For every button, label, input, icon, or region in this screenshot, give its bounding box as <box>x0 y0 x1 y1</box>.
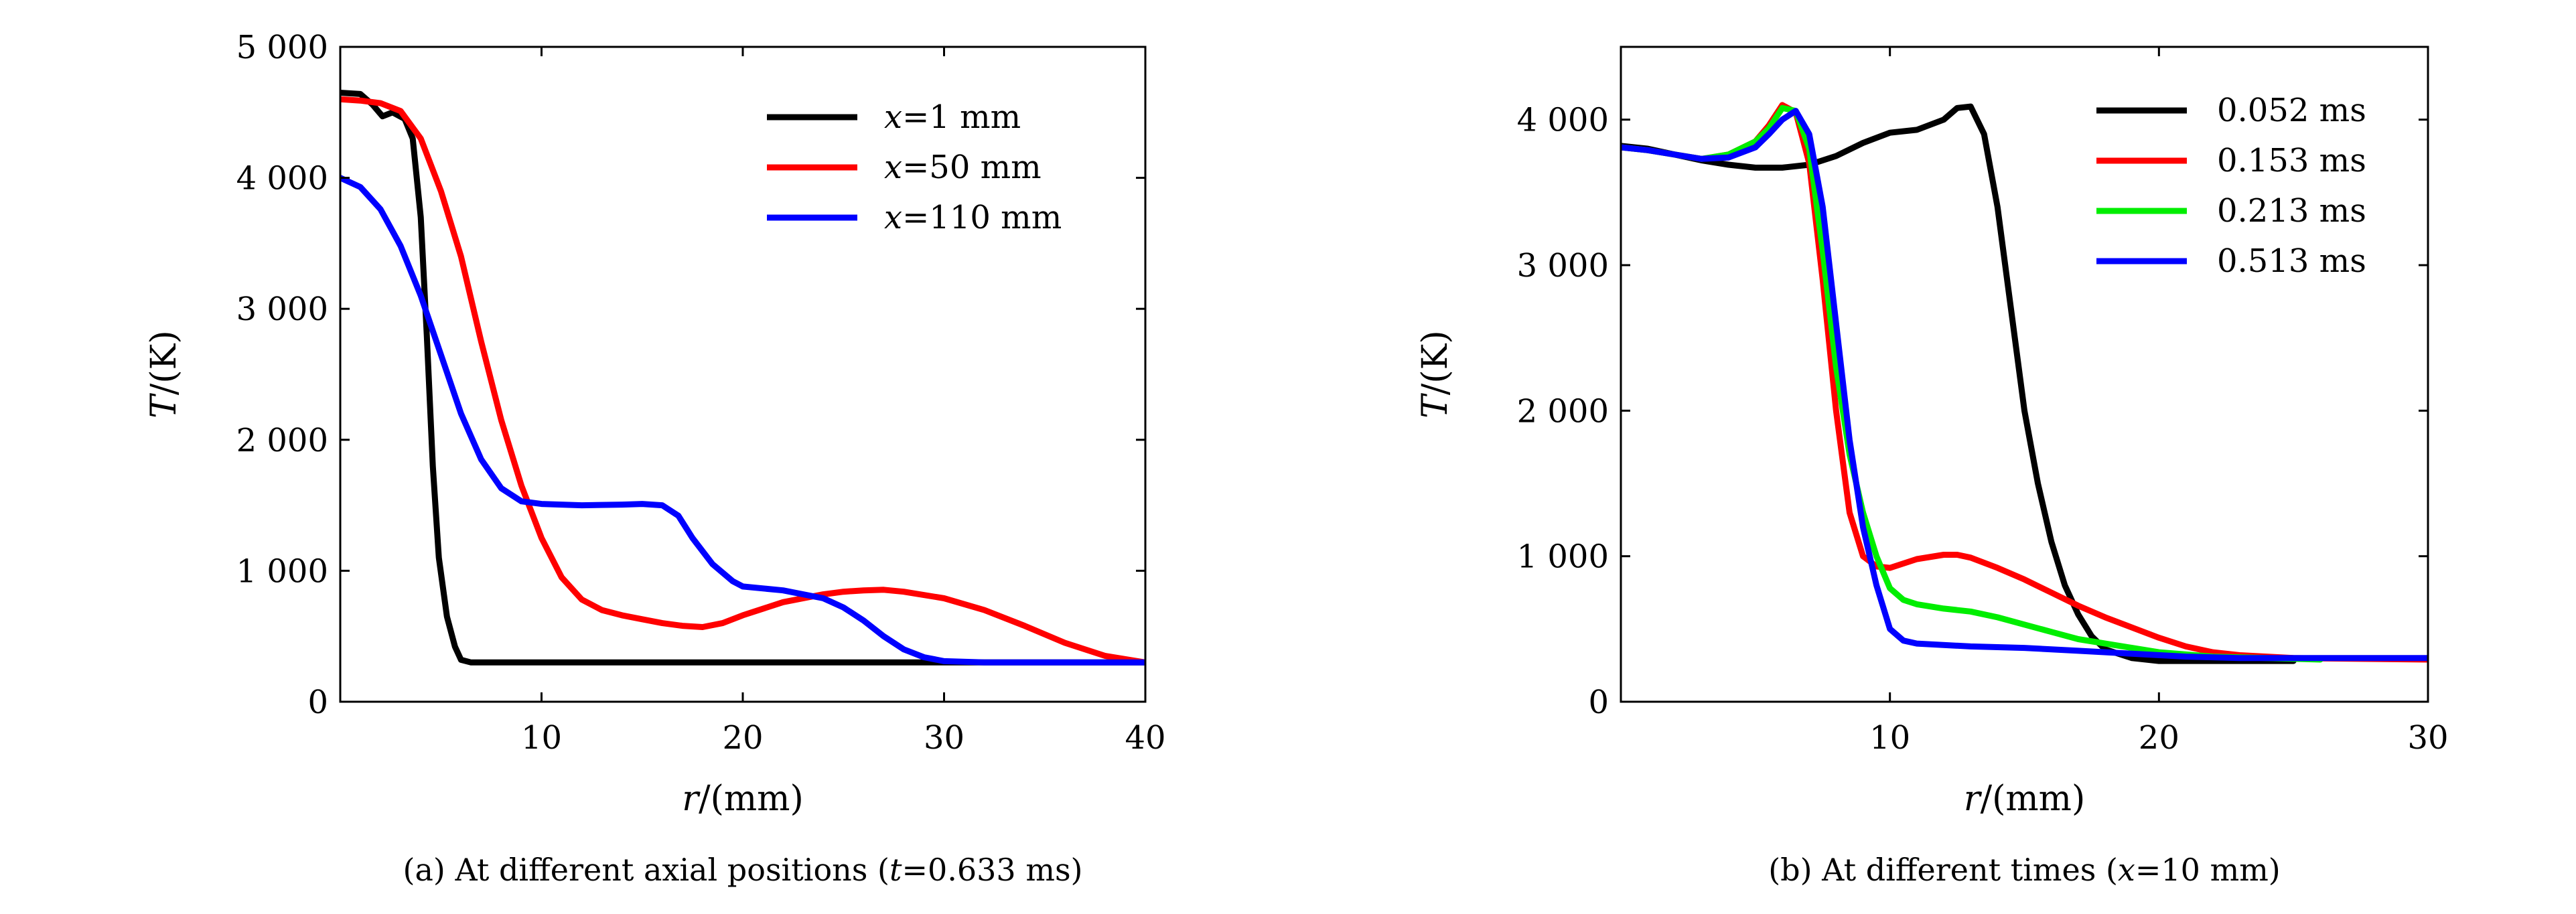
y-axis-label: T/(K) <box>1415 330 1455 418</box>
legend-label-var: x <box>884 98 902 136</box>
series-line-b-3 <box>1621 108 2428 662</box>
chart-b: 0 1 000 2 000 3 000 4 000 10 20 30 r/(mm) T/(K) 0.… <box>1415 46 2449 888</box>
x-tick-label: 30 <box>924 719 964 757</box>
x-tick-label: 10 <box>521 719 562 757</box>
plot-frame-a <box>339 46 1147 703</box>
y-axis-label: T/(K) <box>144 330 184 418</box>
legend-label: 0.213 ms <box>2217 192 2366 230</box>
x-tick-label: 30 <box>2407 719 2448 757</box>
caption-pre: (b) At different times ( <box>1768 852 2118 888</box>
legend-label: 0.153 ms <box>2217 142 2366 179</box>
y-tick-label: 2 000 <box>1517 392 1609 430</box>
y-axis-label-var: T <box>144 393 184 418</box>
x-axis-label: r/(mm) <box>1964 779 2086 819</box>
x-axis-label: r/(mm) <box>682 779 804 819</box>
plot-frame-b <box>1620 46 2429 703</box>
caption-post: =0.633 ms) <box>902 852 1082 888</box>
y-tick-label: 0 <box>1588 684 1609 721</box>
series-line-a-1 <box>340 96 1145 666</box>
chart-caption: (b) At different times (x=10 mm) <box>1768 852 2281 888</box>
x-axis-label-unit: /(mm) <box>1981 779 2086 819</box>
series-line-a-0 <box>340 90 1145 666</box>
chart-caption: (a) At different axial positions (t=0.63… <box>403 852 1083 888</box>
caption-pre: (a) At different axial positions ( <box>403 852 889 888</box>
x-tick-label: 20 <box>722 719 763 757</box>
chart-a: 0 1 000 2 000 3 000 4 000 5 000 10 20 30 40 r/(mm)… <box>144 29 1166 888</box>
y-tick-label: 1 000 <box>1517 538 1609 576</box>
legend-label-rest: =50 mm <box>902 149 1042 186</box>
y-tick-label: 3 000 <box>1517 247 1609 285</box>
legend-label-rest: =1 mm <box>902 98 1021 136</box>
caption-post: =10 mm) <box>2135 852 2281 888</box>
legend-label: 0.052 ms <box>2217 92 2366 129</box>
caption-var: x <box>2118 852 2135 888</box>
caption-var: t <box>889 852 902 888</box>
x-axis-label-var: r <box>682 779 701 819</box>
y-axis-label-unit: /(K) <box>1415 330 1455 395</box>
y-tick-label: 4 000 <box>1517 102 1609 139</box>
series-line-a-2 <box>340 175 1145 666</box>
x-tick-label: 20 <box>2139 719 2179 757</box>
legend-label-var: x <box>884 199 902 236</box>
series-line-b-2 <box>1621 104 2323 663</box>
y-axis-label-unit: /(K) <box>144 330 184 395</box>
y-tick-label: 3 000 <box>236 291 328 328</box>
legend-label-rest: =110 mm <box>902 199 1062 236</box>
x-axis-label-unit: /(mm) <box>699 779 804 819</box>
y-tick-label: 4 000 <box>236 160 328 198</box>
x-tick-label: 40 <box>1125 719 1165 757</box>
series-line-b-1 <box>1621 102 2428 663</box>
y-tick-label: 1 000 <box>236 552 328 590</box>
x-axis-label-var: r <box>1964 779 1983 819</box>
legend-label-var: x <box>884 149 902 186</box>
legend-label: 0.513 ms <box>2217 242 2366 280</box>
y-tick-label: 5 000 <box>236 29 328 66</box>
legend-label: x=50 mm <box>884 149 1042 186</box>
y-tick-label: 2 000 <box>236 422 328 459</box>
series-line-b-0 <box>1621 103 2297 664</box>
legend-label: x=110 mm <box>884 199 1062 236</box>
x-tick-label: 10 <box>1869 719 1910 757</box>
legend-label: x=1 mm <box>884 98 1021 136</box>
y-tick-label: 0 <box>307 684 328 721</box>
y-axis-label-var: T <box>1415 393 1455 418</box>
